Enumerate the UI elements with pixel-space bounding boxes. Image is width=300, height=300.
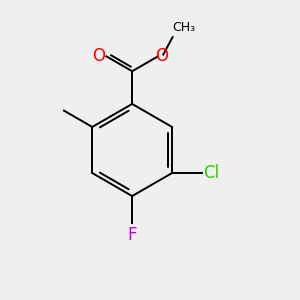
Text: F: F xyxy=(128,226,137,244)
Text: O: O xyxy=(155,47,168,65)
Text: Cl: Cl xyxy=(203,164,219,182)
Text: O: O xyxy=(92,47,106,65)
Text: CH₃: CH₃ xyxy=(172,21,196,34)
